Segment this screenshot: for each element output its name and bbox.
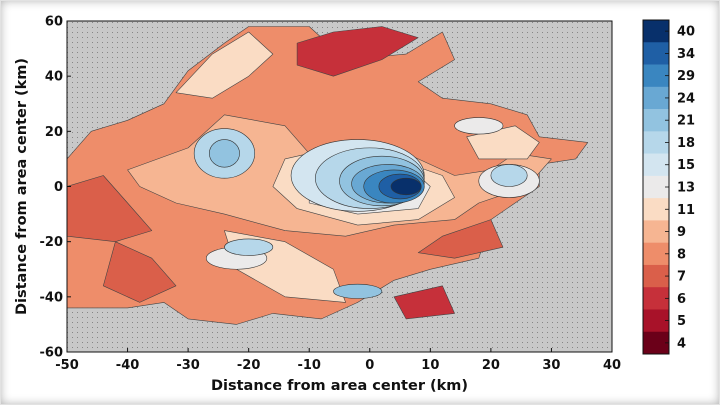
colorbar-swatch: [643, 287, 669, 310]
colorbar-label: 8: [677, 247, 686, 262]
contour-region-east-blue: [490, 164, 528, 187]
colorbar: 40 34 29 24 21 18 15 13 11 9 8 7 6 5 4: [642, 19, 695, 355]
contour-region-westred: [67, 175, 153, 242]
x-tick-label: -50: [55, 358, 79, 373]
y-tick-label: 40: [45, 70, 63, 85]
y-tick-label: 0: [54, 180, 63, 195]
x-tick-label: 40: [603, 358, 621, 373]
colorbar-swatch: [643, 42, 669, 65]
contour-core-level-6: [390, 177, 422, 196]
colorbar-label: 15: [677, 158, 695, 173]
x-axis-title: Distance from area center (km): [211, 378, 468, 394]
colorbar-swatch: [643, 131, 669, 154]
x-tick-label: 0: [365, 358, 374, 373]
x-tick-label: -20: [237, 358, 261, 373]
x-tick-label: -40: [116, 358, 140, 373]
colorbar-swatch: [643, 175, 669, 199]
colorbar-swatch: [643, 20, 669, 43]
colorbar-label: 4: [677, 336, 686, 351]
colorbar-label: 9: [677, 225, 686, 240]
colorbar-label: 21: [677, 114, 695, 129]
x-tick-label: -10: [297, 358, 321, 373]
colorbar-swatch: [643, 198, 669, 221]
contour-region-eastred: [417, 219, 504, 259]
contour-region-northred: [296, 26, 419, 77]
colorbar-swatch: [643, 331, 669, 355]
plot-area: [67, 21, 612, 352]
contour-region-south-blue: [224, 238, 274, 256]
colorbar-swatch: [643, 86, 669, 110]
colorbar-label: 18: [677, 136, 695, 151]
y-axis-title: Distance from area center (km): [14, 58, 30, 315]
y-tick-label: 20: [45, 125, 63, 140]
colorbar-label: 5: [677, 314, 686, 329]
x-tick-label: 10: [421, 358, 439, 373]
y-tick-label: -20: [40, 235, 64, 250]
x-tick-label: 20: [482, 358, 500, 373]
contour-region-south-blue-2: [333, 283, 383, 299]
colorbar-label: 29: [677, 69, 695, 84]
colorbar-swatch: [643, 242, 669, 266]
contour-region-southeast: [393, 285, 455, 320]
colorbar-label: 7: [677, 270, 686, 285]
colorbar-label: 34: [677, 47, 695, 62]
contour-region-northwest-11: [175, 31, 274, 99]
contour-region-southwest: [103, 241, 177, 303]
colorbar-swatch: [643, 309, 669, 333]
contour-region-west-blue-inner: [209, 139, 240, 168]
colorbar-swatch: [643, 153, 669, 177]
y-tick-label: -40: [40, 290, 64, 305]
axes: -50 -40 -30 -20 -10 0 10 20 30 40 60 40 20 0 -20 -40 -60: [40, 15, 622, 374]
contour-field: [67, 26, 589, 325]
colorbar-label: 13: [677, 181, 695, 196]
x-tick-label: 30: [542, 358, 560, 373]
colorbar-label: 11: [677, 203, 695, 218]
y-tick-label: 60: [45, 15, 63, 30]
colorbar-label: 40: [677, 25, 695, 40]
colorbar-label: 6: [677, 292, 686, 307]
contour-region-northeast-13: [454, 117, 504, 135]
colorbar-swatch: [643, 220, 669, 243]
x-tick-label: -30: [176, 358, 200, 373]
colorbar-swatch: [643, 64, 669, 88]
colorbar-label: 24: [677, 91, 695, 106]
y-tick-label: -60: [40, 346, 64, 361]
colorbar-swatch: [643, 264, 669, 288]
colorbar-swatch: [643, 109, 669, 132]
